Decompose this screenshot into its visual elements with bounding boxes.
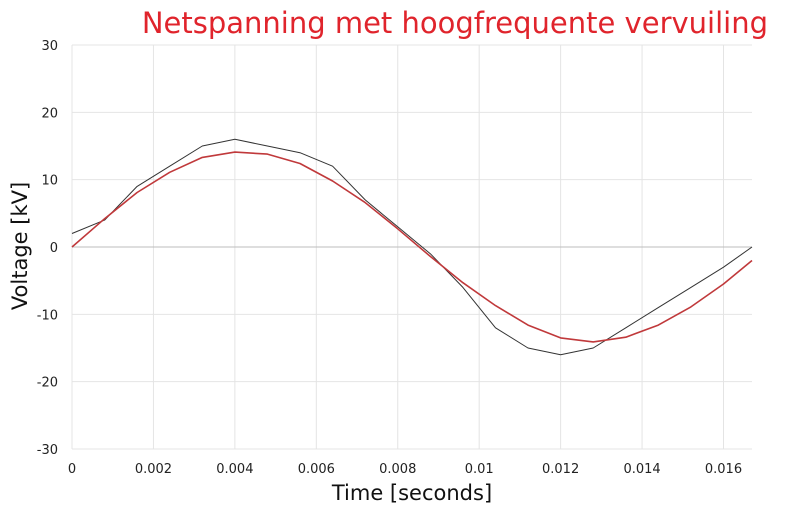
y-tick-label: -30 bbox=[37, 443, 58, 458]
y-tick-label: 20 bbox=[41, 106, 58, 121]
x-tick-label: 0 bbox=[68, 462, 76, 477]
y-tick-label: -10 bbox=[37, 308, 58, 323]
x-axis-label: Time [seconds] bbox=[331, 481, 493, 505]
y-tick-labels: 30 20 10 0 -10 -20 -30 bbox=[37, 39, 58, 458]
x-tick-label: 0.014 bbox=[623, 462, 660, 477]
x-tick-label: 0.012 bbox=[542, 462, 579, 477]
x-tick-labels: 0 0.002 0.004 0.006 0.008 0.01 0.012 0.014 0.016 bbox=[68, 462, 742, 477]
x-tick-label: 0.006 bbox=[298, 462, 335, 477]
x-tick-label: 0.016 bbox=[705, 462, 742, 477]
y-tick-label: 10 bbox=[41, 174, 58, 189]
series bbox=[71, 138, 753, 356]
x-tick-label: 0.004 bbox=[216, 462, 253, 477]
x-tick-label: 0.002 bbox=[135, 462, 172, 477]
noisy-voltage-series-line bbox=[71, 138, 753, 356]
y-axis-label: Voltage [kV] bbox=[8, 181, 32, 311]
y-tick-label: 30 bbox=[41, 39, 58, 54]
sine-voltage-series-line bbox=[71, 151, 753, 343]
x-tick-label: 0.01 bbox=[465, 462, 494, 477]
y-tick-label: 0 bbox=[50, 241, 58, 256]
y-tick-label: -20 bbox=[37, 376, 58, 391]
x-tick-label: 0.008 bbox=[379, 462, 416, 477]
chart-title: Netspanning met hoogfrequente vervuiling bbox=[141, 6, 768, 40]
